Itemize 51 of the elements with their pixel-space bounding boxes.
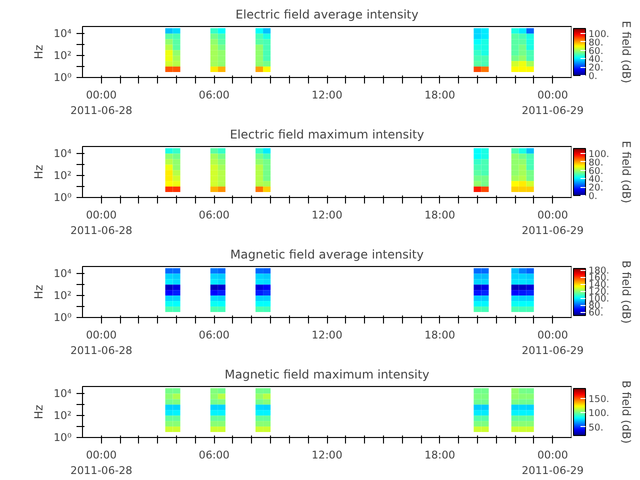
color-bar-title: E field (dB) [620, 20, 634, 84]
y-tick-label: 10⁴ [54, 147, 72, 160]
color-bar-label: 0. [588, 71, 598, 82]
x-tick-label: 12:00 [312, 448, 343, 462]
y-tick-label: 10² [54, 49, 72, 62]
x-tick-label: 18:00 [424, 328, 456, 342]
y-tick-label: 10⁴ [54, 267, 72, 280]
x-tick-label: 18:00 [424, 88, 456, 102]
color-bar-label: 50. [588, 422, 604, 434]
x-tick-label: 00:00 2011-06-28 [70, 448, 132, 478]
y-tick-label: 10⁰ [54, 311, 72, 324]
x-tick-label: 00:00 2011-06-29 [522, 88, 584, 118]
x-tick-label: 00:00 2011-06-29 [522, 328, 584, 358]
color-bar-label: 80. [588, 157, 604, 168]
color-bar-label: 0. [588, 191, 598, 202]
chart-title: Magnetic field maximum intensity [224, 368, 430, 382]
x-tick-label: 12:00 [312, 88, 343, 102]
x-tick-label: 12:00 [312, 328, 343, 342]
y-tick-label: 10⁴ [54, 387, 72, 400]
x-tick-label: 00:00 2011-06-28 [70, 328, 132, 358]
x-tick-label: 06:00 [198, 328, 230, 342]
color-bar-label: 150. [588, 394, 610, 405]
chart-title: Electric field average intensity [236, 8, 418, 22]
y-tick-label: 10² [54, 289, 72, 302]
color-bar-label: 80. [588, 37, 604, 48]
x-tick-label: 06:00 [198, 208, 230, 222]
x-tick-label: 00:00 2011-06-28 [70, 208, 132, 238]
chart-title: Magnetic field average intensity [230, 248, 424, 262]
x-tick-label: 00:00 2011-06-29 [522, 208, 584, 238]
y-axis-title: Hz [32, 44, 46, 60]
y-tick-label: 10² [54, 169, 72, 182]
y-tick-label: 10⁴ [54, 27, 72, 40]
color-bar-label: 100. [588, 408, 610, 420]
y-axis-title: Hz [32, 164, 46, 180]
y-axis-title: Hz [32, 284, 46, 300]
color-bar-title: B field (dB) [620, 380, 634, 444]
x-tick-label: 18:00 [424, 208, 456, 222]
color-bar-title: E field (dB) [620, 140, 634, 204]
x-tick-label: 06:00 [198, 88, 230, 102]
y-tick-label: 10² [54, 409, 72, 422]
y-tick-label: 10⁰ [54, 431, 72, 444]
y-tick-label: 10⁰ [54, 191, 72, 204]
x-tick-label: 00:00 2011-06-28 [70, 88, 132, 118]
color-bar-title: B field (dB) [620, 260, 634, 324]
x-tick-label: 00:00 2011-06-29 [522, 448, 584, 478]
y-tick-label: 10⁰ [54, 71, 72, 84]
x-tick-label: 12:00 [312, 208, 343, 222]
x-tick-label: 18:00 [424, 448, 456, 462]
x-tick-label: 06:00 [198, 448, 230, 462]
chart-title: Electric field maximum intensity [230, 128, 424, 142]
y-axis-title: Hz [32, 404, 46, 420]
